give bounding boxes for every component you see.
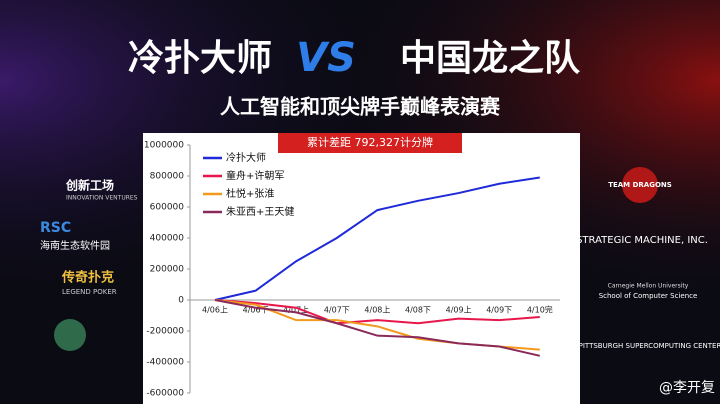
title-vs: VS [296,35,356,81]
y-tick-label: 0 [178,296,184,306]
series-line [214,299,540,325]
x-tick-label: 4/09下 [486,306,512,315]
y-tick-label: -200000 [146,327,184,337]
sponsor: PITTSBURGH SUPERCOMPUTING CENTER [579,342,720,350]
annotation: 累计差距 792,327计分牌 [307,135,433,149]
sponsor-sub: School of Computer Science [599,292,698,300]
y-tick-label: -600000 [146,389,184,399]
series-line [214,299,541,357]
x-tick-label: 4/08下 [405,306,431,315]
logo [54,319,86,351]
sponsor: 传奇扑克 [61,270,114,286]
sponsor: 创新工场 [65,178,114,193]
x-tick-label: 4/09上 [446,306,472,315]
sponsor: STRATEGIC MACHINE, INC. [576,235,708,246]
logo [622,167,658,203]
sponsor-sub: 海南生态软件园 [40,239,110,252]
sponsor-sub: INNOVATION VENTURES [66,195,138,202]
x-tick-label: 4/08上 [364,306,390,315]
y-tick-label: 400000 [150,234,185,244]
subtitle: 人工智能和顶尖牌手巅峰表演赛 [220,95,501,119]
y-tick-label: 1000000 [144,141,184,151]
y-tick-label: -400000 [146,358,184,368]
y-tick-label: 800000 [150,172,185,182]
x-tick-label: 4/07上 [283,306,309,315]
annotation-box [278,133,462,153]
sponsor: TEAM DRAGONS [608,181,672,189]
x-tick-label: 4/06上 [202,306,228,315]
sponsor: RSC [40,220,71,236]
chart: -600000 -400000 -200000 0 200000 400000 600000… [144,141,560,399]
y-tick-label: 600000 [150,203,185,213]
y-tick-label: 200000 [150,265,185,275]
series-line [214,176,540,301]
sponsor: Carnegie Mellon University [608,283,689,290]
x-tick-label: 4/07下 [324,306,350,315]
legend-label: 朱亚西+王天健 [226,206,294,218]
chart-panel [143,133,580,404]
title-left: 冷扑大师 [128,38,272,79]
title-right: 中国龙之队 [400,38,581,79]
sponsor-sub: LEGEND POKER [62,288,117,296]
legend-label: 杜悦+张淮 [226,187,274,200]
x-tick-label: 4/10完 [527,305,553,315]
legend-label: 冷扑大师 [226,151,266,164]
legend-label: 童舟+许朝军 [226,169,284,182]
x-tick-label: 4/06下 [243,306,269,315]
watermark: @李开复 [659,379,715,396]
